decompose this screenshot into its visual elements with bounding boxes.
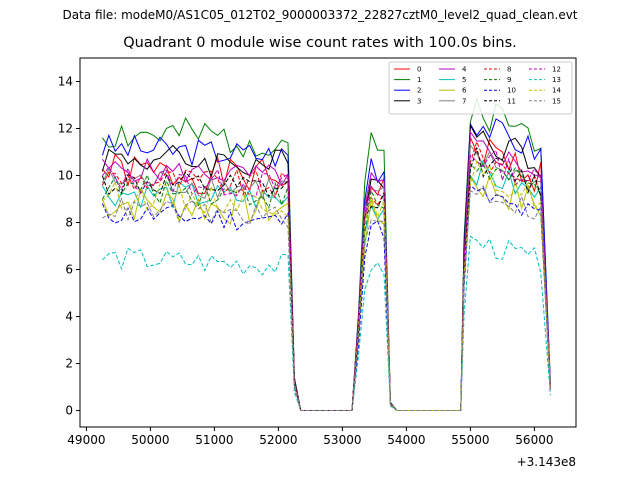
legend-label-0: 0 xyxy=(417,66,421,74)
x-tick-label: 53000 xyxy=(323,433,361,447)
x-tick-label: 51000 xyxy=(195,433,233,447)
y-tick-label: 14 xyxy=(58,75,73,89)
legend-label-12: 12 xyxy=(552,66,561,74)
series-line-1 xyxy=(101,97,551,411)
x-tick-label: 55000 xyxy=(451,433,489,447)
legend-label-5: 5 xyxy=(462,76,466,84)
series-line-14 xyxy=(102,159,551,411)
x-tick-label: 49000 xyxy=(67,433,105,447)
series-line-2 xyxy=(101,118,551,411)
series-line-8 xyxy=(101,140,551,411)
axes-frame xyxy=(79,57,577,428)
legend-label-2: 2 xyxy=(417,87,421,95)
series-line-10 xyxy=(101,184,551,411)
y-tick-label: 10 xyxy=(58,169,73,183)
x-tick-label: 54000 xyxy=(387,433,425,447)
series-line-12 xyxy=(102,149,551,411)
y-tick-label: 0 xyxy=(65,404,73,418)
x-axis-ticks: 49000 50000 51000 52000 53000 54000 55000 56000 xyxy=(67,427,553,447)
series-lines xyxy=(101,97,551,411)
legend-label-3: 3 xyxy=(417,97,421,105)
x-tick-label: 56000 xyxy=(515,433,553,447)
legend-label-9: 9 xyxy=(507,76,511,84)
y-tick-label: 4 xyxy=(65,310,73,324)
y-tick-label: 2 xyxy=(65,357,73,371)
legend-label-11: 11 xyxy=(507,97,516,105)
series-line-5 xyxy=(101,158,551,411)
x-tick-label: 52000 xyxy=(259,433,297,447)
legend-label-7: 7 xyxy=(462,97,466,105)
legend-label-8: 8 xyxy=(507,66,511,74)
figure-suptitle: Data file: modeM0/AS1C05_012T02_90000033… xyxy=(62,8,578,22)
series-line-0 xyxy=(102,137,551,411)
chart-title: Quadrant 0 module wise count rates with … xyxy=(123,35,517,51)
y-tick-label: 6 xyxy=(65,263,73,277)
x-tick-label: 50000 xyxy=(131,433,169,447)
series-line-15 xyxy=(102,184,551,411)
series-line-13 xyxy=(102,235,551,411)
legend-label-14: 14 xyxy=(552,87,561,95)
legend-label-15: 15 xyxy=(552,97,561,105)
series-line-3 xyxy=(101,123,551,411)
legend-label-6: 6 xyxy=(462,87,467,95)
legend-label-4: 4 xyxy=(462,66,467,74)
series-line-6 xyxy=(101,174,551,411)
x-axis-offset-label: +3.143e8 xyxy=(517,455,576,469)
legend-label-10: 10 xyxy=(507,87,516,95)
series-line-9 xyxy=(101,162,551,411)
y-tick-label: 12 xyxy=(58,122,73,136)
y-axis-ticks: 0 2 4 6 8 10 12 14 xyxy=(58,75,80,418)
y-tick-label: 8 xyxy=(65,216,73,230)
legend-label-1: 1 xyxy=(417,76,421,84)
legend-label-13: 13 xyxy=(552,76,561,84)
legend-box xyxy=(388,61,573,115)
